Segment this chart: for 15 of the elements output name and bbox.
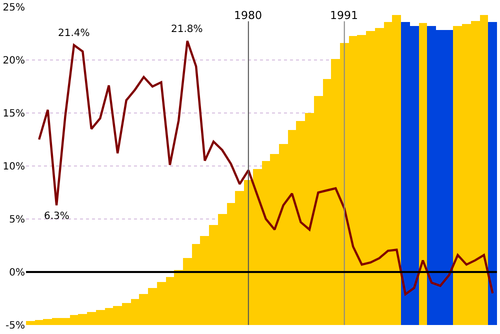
ref-line-label: 1991 — [330, 9, 358, 22]
y-tick-label: 10% — [2, 162, 25, 172]
y-tick-label: -5% — [6, 320, 25, 332]
y-tick-label: 20% — [2, 56, 25, 66]
annotation: 21.8% — [171, 24, 203, 35]
y-tick-label: 25% — [2, 2, 25, 14]
annotation: 6.3% — [44, 211, 70, 222]
ref-line-label: 1980 — [234, 9, 262, 22]
bar — [419, 23, 427, 325]
y-tick-label: 15% — [2, 108, 25, 120]
y-tick-label: 0% — [9, 268, 25, 278]
y-tick-label: 5% — [9, 214, 25, 226]
line-series — [38, 40, 494, 296]
bar — [488, 22, 497, 325]
annotation: 21.4% — [58, 28, 90, 39]
